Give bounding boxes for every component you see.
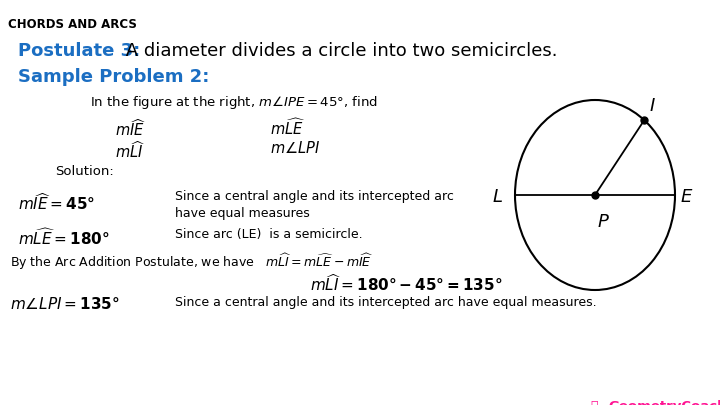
Text: A diameter divides a circle into two semicircles.: A diameter divides a circle into two sem… [120, 42, 557, 60]
Text: By the Arc Addition Postulate, we have   $m\widehat{LI} = m\widehat{LE} - m\wide: By the Arc Addition Postulate, we have $… [10, 252, 374, 272]
Text: $m\widehat{IE}$: $m\widehat{IE}$ [115, 118, 146, 139]
Text: Sample Problem 2:: Sample Problem 2: [18, 68, 210, 86]
Text: $m\widehat{LE}$: $m\widehat{LE}$ [270, 118, 306, 139]
Text: GeometryCoach.com: GeometryCoach.com [608, 400, 720, 405]
Text: $m\angle LPI = \mathbf{135°}$: $m\angle LPI = \mathbf{135°}$ [10, 296, 120, 312]
Text: In the figure at the right, $m\angle IPE = 45°$, find: In the figure at the right, $m\angle IPE… [90, 94, 378, 111]
Text: Postulate 3:: Postulate 3: [18, 42, 140, 60]
Text: I: I [649, 97, 654, 115]
Text: $m\angle LPI$: $m\angle LPI$ [270, 140, 320, 156]
Text: P: P [598, 213, 609, 231]
Text: Since a central angle and its intercepted arc have equal measures.: Since a central angle and its intercepte… [175, 296, 597, 309]
Text: $m\widehat{LE} = \mathbf{180°}$: $m\widehat{LE} = \mathbf{180°}$ [18, 228, 110, 248]
Text: E: E [681, 188, 693, 206]
Text: CHORDS AND ARCS: CHORDS AND ARCS [8, 18, 137, 31]
Text: Since arc (LE)  is a semicircle.: Since arc (LE) is a semicircle. [175, 228, 363, 241]
Text: have equal measures: have equal measures [175, 207, 310, 220]
Text: 🦌: 🦌 [590, 400, 598, 405]
Text: $m\widehat{IE} = \mathbf{45°}$: $m\widehat{IE} = \mathbf{45°}$ [18, 192, 95, 213]
Text: Solution:: Solution: [55, 165, 114, 178]
Text: L: L [493, 188, 503, 206]
Text: Since a central angle and its intercepted arc: Since a central angle and its intercepte… [175, 190, 454, 203]
Text: $m\widehat{LI}$: $m\widehat{LI}$ [115, 140, 145, 161]
Text: $m\widehat{LI} = \mathbf{180° - 45° = 135°}$: $m\widehat{LI} = \mathbf{180° - 45° = 13… [310, 273, 503, 294]
